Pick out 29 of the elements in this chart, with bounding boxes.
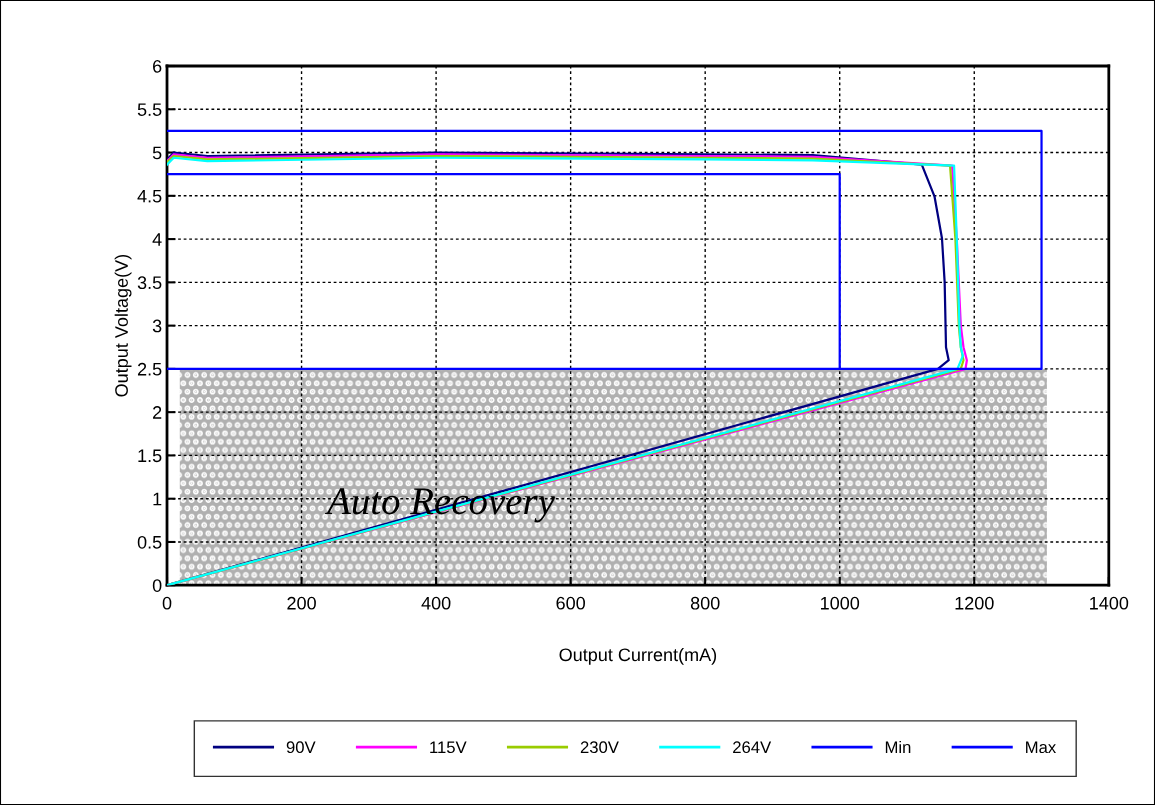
x-tick-label: 0 — [162, 596, 172, 610]
y-tick-label: 6 — [153, 59, 162, 73]
legend-label: 115V — [430, 741, 467, 754]
y-axis-title: Output Voltage(V) — [114, 254, 132, 397]
x-axis-title: Output Current(mA) — [559, 647, 717, 665]
y-tick-label: 3 — [152, 319, 162, 333]
y-tick-label: 5 — [152, 146, 162, 160]
y-tick-label: 4 — [152, 233, 162, 246]
legend-label: Min — [885, 740, 911, 753]
y-tick-label: 1 — [153, 492, 162, 506]
y-tick-label: 0 — [152, 579, 162, 592]
x-tick-label: 1200 — [955, 596, 994, 610]
x-tick-label: 800 — [690, 596, 720, 610]
y-tick-label: 2.5 — [137, 362, 162, 376]
y-tick-label: 0.5 — [137, 535, 162, 549]
legend-label: 90V — [286, 741, 316, 754]
x-tick-label: 1000 — [821, 596, 860, 610]
legend-label: 264V — [733, 741, 772, 754]
x-tick-label: 1400 — [1090, 596, 1129, 610]
legend-label: 230V — [580, 741, 619, 754]
y-tick-label: 3.5 — [137, 276, 162, 290]
x-tick-label: 200 — [287, 596, 316, 610]
y-tick-label: 5.5 — [137, 103, 162, 116]
x-tick-label: 600 — [556, 596, 585, 610]
legend-label: Max — [1026, 741, 1056, 754]
y-tick-label: 1.5 — [138, 449, 162, 463]
y-tick-label: 2 — [153, 406, 162, 419]
y-tick-label: 4.5 — [137, 189, 162, 203]
x-tick-label: 400 — [421, 596, 451, 610]
